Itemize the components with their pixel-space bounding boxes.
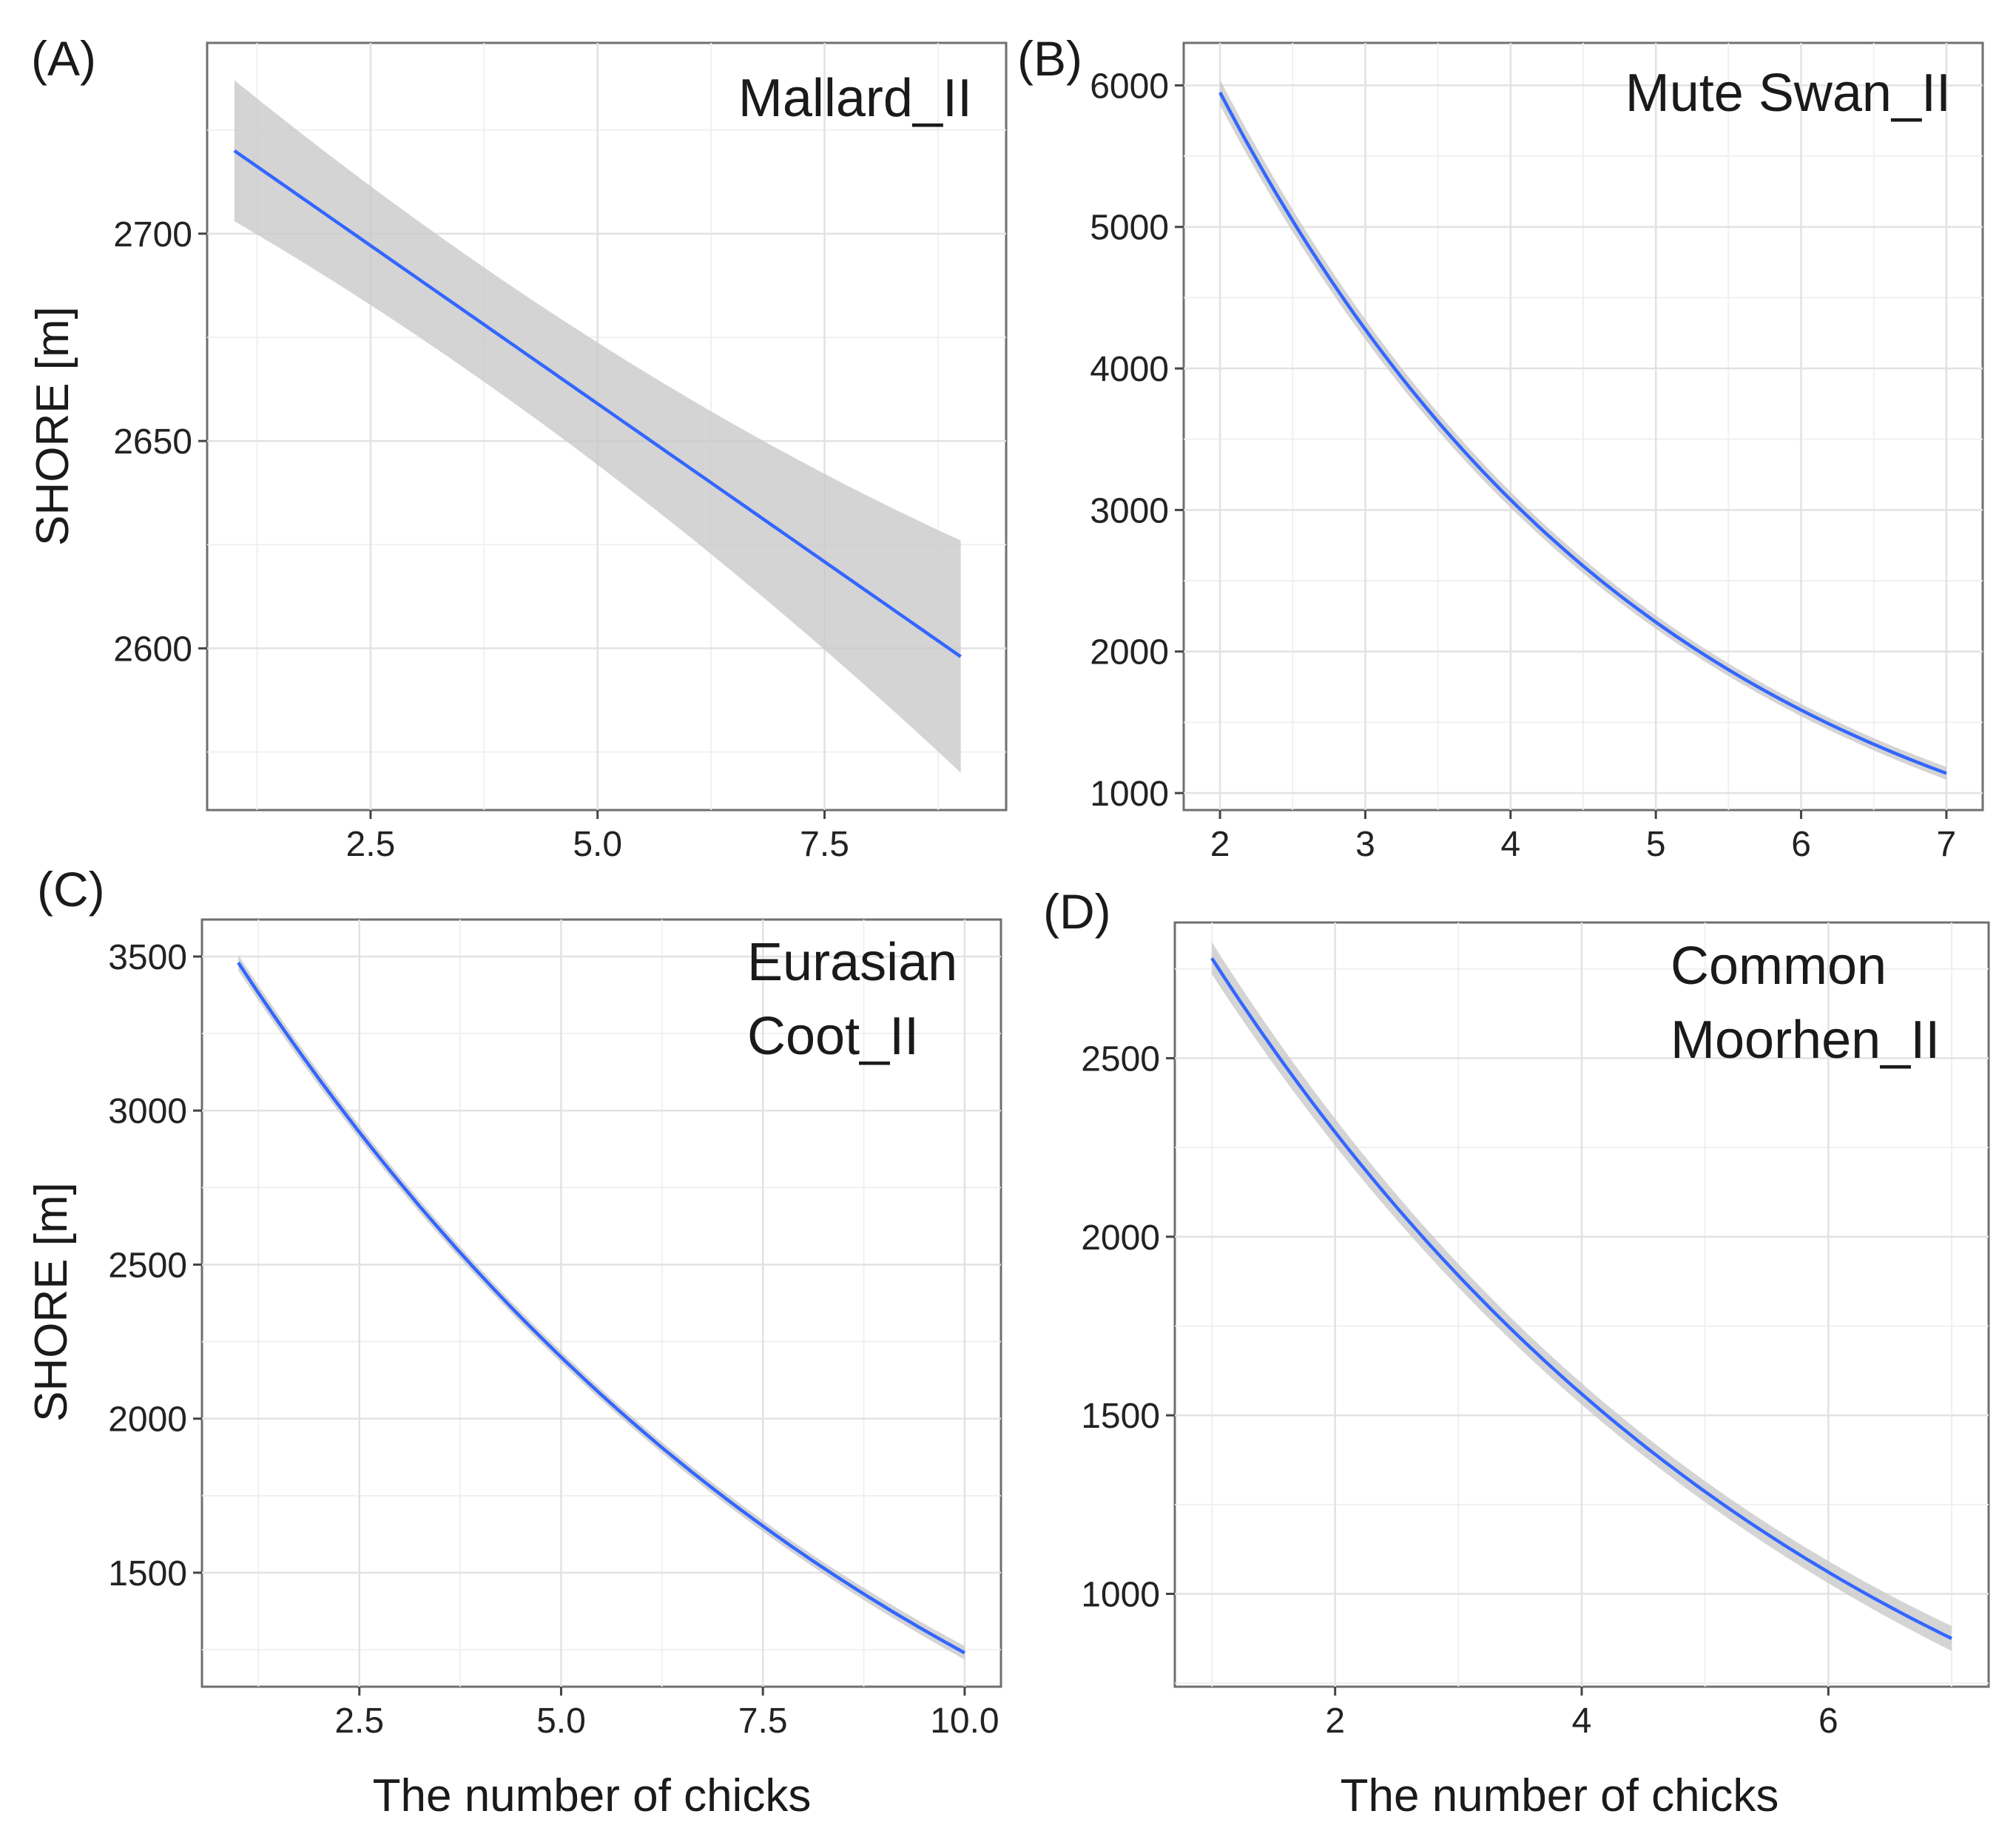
panel-d-tag: (D)	[1043, 884, 1111, 939]
panel-a-x-tick-label-1: 5.0	[573, 825, 622, 864]
panel-a-tag: (A)	[31, 31, 96, 86]
panel-b-y-tick-label-1: 2000	[1090, 633, 1169, 672]
panel-b-x-tick-label-2: 4	[1500, 825, 1520, 864]
panel-d-y-tick-label-2: 2000	[1081, 1218, 1160, 1258]
panel-c-y-tick-label-4: 3500	[108, 938, 187, 977]
panel-a-confidence-band	[234, 80, 961, 773]
panel-d-ticks: 2 4 6 1000 1500 2000 2500	[1081, 1039, 1838, 1741]
panel-b: 2 3 4 5 6 7 1000 2000 3000 4000 5000 6000 (B) Mute …	[1017, 31, 1984, 864]
panel-b-y-tick-label-3: 4000	[1090, 350, 1169, 389]
panel-d-species-line-2: Moorhen_II	[1671, 1011, 1940, 1070]
panel-d-x-tick-label-0: 2	[1325, 1701, 1345, 1741]
panel-c-y-tick-label-3: 3000	[108, 1092, 187, 1131]
panel-a-x-tick-label-2: 7.5	[800, 825, 849, 864]
panel-c-plot-area	[200, 918, 1002, 1688]
panel-c-y-tick-label-2: 2500	[108, 1246, 187, 1285]
panel-d-fit-line	[1210, 957, 1952, 1640]
panel-b-species-line-1: Mute Swan_II	[1625, 64, 1951, 123]
panel-d-y-tick-label-3: 2500	[1081, 1039, 1160, 1079]
panel-a-y-axis-title: SHORE [m]	[27, 306, 78, 546]
panel-b-tag: (B)	[1017, 31, 1082, 86]
panel-b-fit-line	[1218, 91, 1947, 775]
panel-c-species-line-1: Eurasian	[747, 933, 957, 992]
panel-c-y-tick-label-1: 2000	[108, 1400, 187, 1440]
panel-b-x-tick-label-3: 5	[1646, 825, 1666, 864]
panel-c-grid	[202, 920, 1001, 1687]
panel-c-x-axis-title: The number of chicks	[373, 1770, 812, 1821]
panel-d-species-line-1: Common	[1671, 937, 1887, 996]
panel-a-species-label: Mallard_II	[738, 69, 972, 128]
panel-d-x-tick-label-2: 6	[1818, 1701, 1838, 1741]
panel-a-fit-line	[233, 149, 962, 658]
panel-c-x-tick-label-0: 2.5	[334, 1701, 384, 1741]
panel-a-y-tick-label-2: 2700	[113, 215, 192, 254]
panel-b-x-tick-label-5: 7	[1937, 825, 1957, 864]
panel-b-x-tick-label-1: 3	[1355, 825, 1375, 864]
panel-b-grid	[1184, 43, 1983, 810]
panel-c-species-line-2: Coot_II	[747, 1007, 919, 1066]
panel-a-ticks: 2.5 5.0 7.5 2600 2650 2700	[113, 215, 849, 864]
panel-b-y-tick-label-4: 5000	[1090, 209, 1169, 248]
panel-d-species-label: Common Moorhen_II	[1671, 937, 1940, 1070]
panel-c-fit-line	[237, 962, 965, 1655]
panel-d-y-tick-label-0: 1000	[1081, 1575, 1160, 1614]
panel-b-x-tick-label-4: 6	[1791, 825, 1811, 864]
panel-c-tag: (C)	[37, 862, 105, 917]
panel-c-y-axis-title: SHORE [m]	[26, 1182, 77, 1422]
panel-c: 2.5 5.0 7.5 10.0 1500 2000 2500 3000 3500 (C) Eu…	[26, 862, 1002, 1821]
panel-a-y-tick-label-1: 2650	[113, 422, 192, 462]
panel-b-y-tick-label-5: 6000	[1090, 67, 1169, 106]
panel-c-x-tick-label-2: 7.5	[738, 1701, 788, 1741]
panel-c-ticks: 2.5 5.0 7.5 10.0 1500 2000 2500 3000 3500	[108, 938, 999, 1741]
panel-a-x-tick-label-0: 2.5	[346, 825, 396, 864]
panel-c-y-tick-label-0: 1500	[108, 1554, 187, 1593]
panel-d-grid	[1175, 923, 1989, 1687]
panel-b-species-label: Mute Swan_II	[1625, 64, 1951, 123]
panel-a: 2.5 5.0 7.5 2600 2650 2700 (A) Mallard_II SHO…	[27, 31, 1008, 864]
panel-c-species-label: Eurasian Coot_II	[747, 933, 972, 1066]
panel-a-y-tick-label-0: 2600	[113, 630, 192, 669]
panel-b-ticks: 2 3 4 5 6 7 1000 2000 3000 4000 5000 6000	[1090, 67, 1956, 864]
panel-d-x-axis-title: The number of chicks	[1341, 1770, 1779, 1821]
panel-a-species-line-1: Mallard_II	[738, 69, 972, 128]
panel-d: 2 4 6 1000 1500 2000 2500 (D) Common Moorhen_I…	[1043, 884, 1990, 1821]
panel-d-x-tick-label-1: 4	[1572, 1701, 1592, 1741]
panel-b-x-tick-label-0: 2	[1210, 825, 1230, 864]
panel-c-x-tick-label-3: 10.0	[930, 1701, 999, 1741]
panel-d-y-tick-label-1: 1500	[1081, 1397, 1160, 1436]
panel-b-y-tick-label-0: 1000	[1090, 775, 1169, 814]
panel-c-x-tick-label-1: 5.0	[536, 1701, 586, 1741]
panel-b-y-tick-label-2: 3000	[1090, 491, 1169, 530]
